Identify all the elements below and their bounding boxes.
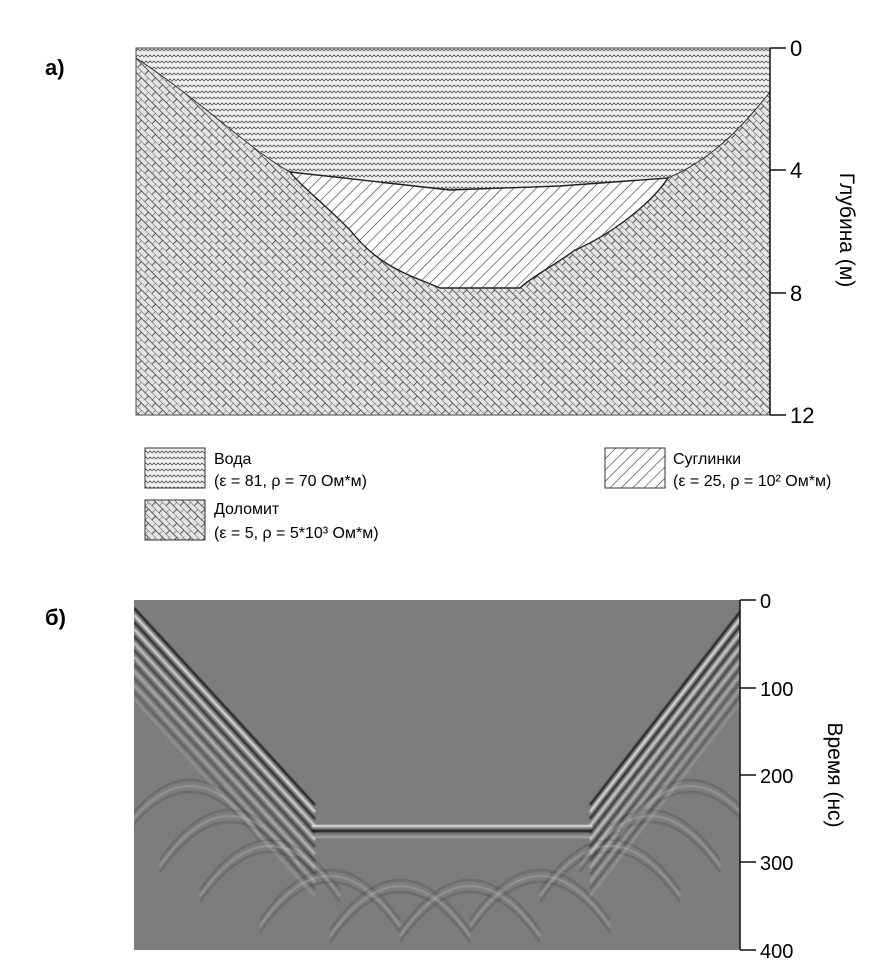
diffraction-arc <box>539 839 681 891</box>
reflection-line <box>134 691 316 890</box>
depth-axis: 0 4 8 12 Глубина (м) <box>769 36 858 428</box>
reflection-line <box>589 674 740 869</box>
reflection-line <box>134 614 316 813</box>
diffraction-arc <box>469 869 611 921</box>
reflection-line <box>134 649 316 848</box>
legend-dolomite-params: (ε = 5, ρ = 5*10³ Ом*м) <box>214 525 379 542</box>
time-tick-0: 0 <box>760 591 771 613</box>
reflection-line <box>589 625 740 820</box>
diffraction-arc <box>199 845 341 897</box>
diffraction-arc <box>619 779 740 831</box>
depth-tick-12: 12 <box>790 403 814 428</box>
loam-layer <box>288 171 670 289</box>
reflection-line <box>134 621 316 820</box>
diffraction-arc <box>579 809 721 861</box>
diffraction-arc <box>199 851 341 903</box>
reflection-line <box>589 702 740 897</box>
legend-loam: Суглинки (ε = 25, ρ = 10² Ом*м) <box>604 447 831 490</box>
diffraction-arc <box>619 785 740 837</box>
diffraction-arc <box>259 875 401 927</box>
reflection-line <box>589 639 740 834</box>
diffraction-arc <box>199 839 341 891</box>
legend-water-name: Вода <box>214 451 252 468</box>
time-tick-100: 100 <box>760 679 793 701</box>
reflection-line <box>589 646 740 841</box>
diffraction-arc <box>619 791 740 843</box>
legend-dolomite-name: Доломит <box>214 501 280 518</box>
panel-a-label: а) <box>45 55 65 80</box>
time-axis-title: Время (нс) <box>823 722 846 827</box>
reflection-line <box>589 688 740 883</box>
diffraction-arc <box>539 845 681 897</box>
reflection-line <box>134 670 316 869</box>
depth-axis-title: Глубина (м) <box>835 173 858 287</box>
radargram-reflections <box>134 607 740 943</box>
reflection-line <box>589 653 740 848</box>
diffraction-arc <box>134 791 261 843</box>
depth-tick-8: 8 <box>790 281 802 306</box>
diffraction-arc <box>399 885 541 937</box>
diffraction-arc <box>399 879 541 931</box>
depth-tick-0: 0 <box>790 36 802 61</box>
reflection-line <box>589 611 740 806</box>
diffraction-arc <box>329 879 471 931</box>
legend-loam-params: (ε = 25, ρ = 10² Ом*м) <box>673 473 831 490</box>
diffraction-arc <box>159 809 301 861</box>
reflection-line <box>134 684 316 883</box>
diffraction-arc <box>259 881 401 933</box>
reflection-line <box>134 607 316 806</box>
diffraction-arc <box>579 821 721 873</box>
reflection-line <box>589 632 740 827</box>
diffraction-arc <box>159 815 301 867</box>
legend-water: Вода (ε = 81, ρ = 70 Ом*м) <box>144 447 367 490</box>
time-tick-200: 200 <box>760 766 793 788</box>
geologic-section <box>136 48 770 415</box>
time-tick-300: 300 <box>760 853 793 875</box>
reflection-line <box>134 635 316 834</box>
time-axis: 0 100 200 300 400 Время (нс) <box>739 591 846 963</box>
diffraction-arc <box>329 891 471 943</box>
legend: Вода (ε = 81, ρ = 70 Ом*м) Доломит (ε = … <box>144 447 831 542</box>
diffraction-arc <box>329 885 471 937</box>
diffraction-arc <box>579 815 721 867</box>
reflection-line <box>134 628 316 827</box>
diffraction-arc <box>539 851 681 903</box>
diffraction-arc <box>469 875 611 927</box>
diffraction-arc <box>134 779 261 831</box>
reflection-line <box>134 656 316 855</box>
reflection-line <box>134 642 316 841</box>
diffraction-arc <box>399 891 541 943</box>
diffraction-arc <box>469 881 611 933</box>
time-tick-400: 400 <box>760 941 793 963</box>
radargram <box>134 600 740 950</box>
legend-water-params: (ε = 81, ρ = 70 Ом*м) <box>214 473 367 490</box>
depth-tick-4: 4 <box>790 158 802 183</box>
panel-b-label: б) <box>45 605 66 630</box>
reflection-line <box>134 663 316 862</box>
reflection-line <box>589 681 740 876</box>
legend-dolomite: Доломит (ε = 5, ρ = 5*10³ Ом*м) <box>144 499 379 542</box>
reflection-line <box>589 618 740 813</box>
legend-loam-name: Суглинки <box>673 451 741 468</box>
diffraction-arc <box>134 785 261 837</box>
diffraction-arc <box>159 821 301 873</box>
diffraction-arc <box>259 869 401 921</box>
